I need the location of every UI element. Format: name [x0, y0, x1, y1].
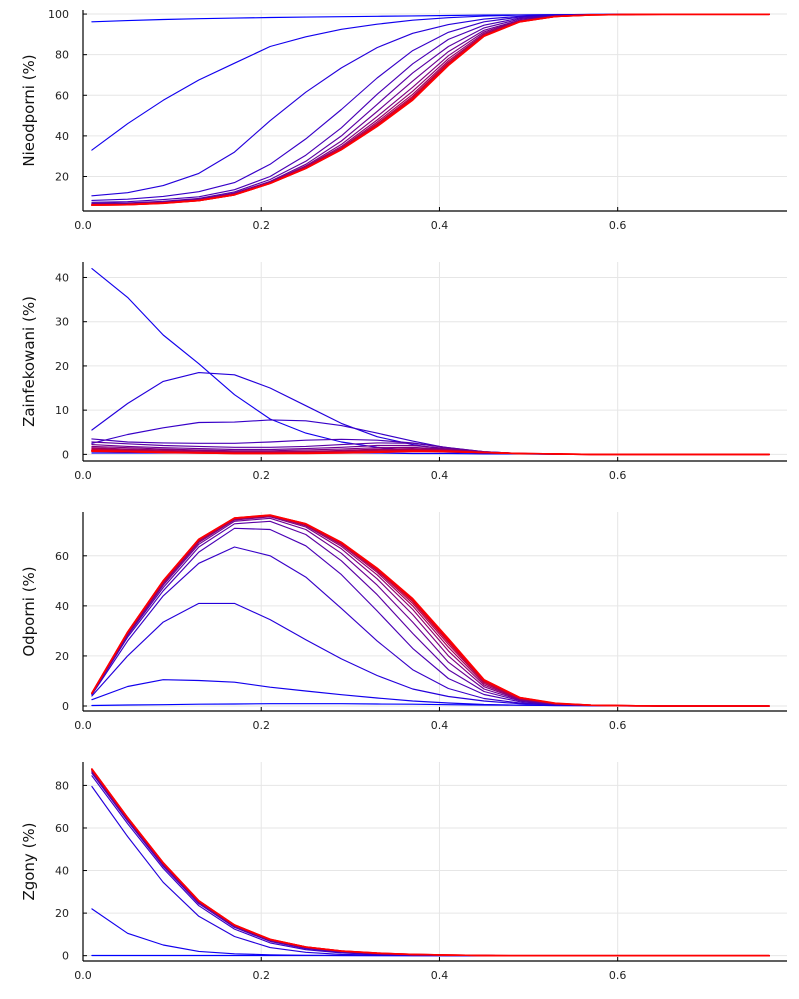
series-line	[91, 514, 771, 707]
x-tick-label: 0.0	[74, 469, 92, 482]
y-tick-label: 60	[55, 550, 69, 563]
series-line	[91, 772, 770, 957]
series-line	[91, 775, 770, 957]
x-tick-label: 0.2	[252, 969, 270, 982]
x-tick-label: 0.2	[252, 719, 270, 732]
y-tick-label: 20	[55, 907, 69, 920]
series-line	[91, 768, 771, 957]
nieodporni-panel: 0.0 0.2 0.4 0.6 20 40 60 80 100 Nieodporni (%)	[20, 8, 787, 232]
y-tick-label: 20	[55, 170, 69, 183]
x-tick-label: 0.4	[431, 469, 449, 482]
y-tick-label: 60	[55, 822, 69, 835]
y-tick-label: 0	[62, 700, 69, 713]
series-lines	[91, 514, 771, 707]
y-tick-label: 10	[55, 404, 69, 417]
x-tick-label: 0.4	[431, 969, 449, 982]
series-line	[91, 450, 771, 456]
x-tick-label: 0.0	[74, 719, 92, 732]
x-tick-label: 0.6	[609, 969, 627, 982]
series-line	[91, 13, 770, 201]
series-line	[91, 372, 770, 455]
series-lines	[91, 768, 771, 957]
series-line	[91, 908, 770, 957]
x-tick-label: 0.2	[252, 219, 270, 232]
y-tick-label: 20	[55, 650, 69, 663]
series-line	[91, 770, 770, 957]
zgony-panel: 0.0 0.2 0.4 0.6 0 20 40 60 80 Zgony (%)	[20, 762, 787, 982]
y-tick-label: 40	[55, 130, 69, 143]
series-line	[91, 514, 770, 707]
y-tick-label: 40	[55, 600, 69, 613]
y-tick-label: 0	[62, 448, 69, 461]
y-tick-label: 40	[55, 271, 69, 284]
y-tick-label: 80	[55, 779, 69, 792]
series-line	[91, 785, 770, 957]
y-tick-label: 80	[55, 49, 69, 62]
series-line	[91, 769, 770, 957]
x-tick-label: 0.0	[74, 219, 92, 232]
y-tick-label: 40	[55, 865, 69, 878]
series-line	[91, 268, 770, 455]
series-line	[91, 769, 770, 957]
y-axis-label: Zgony (%)	[20, 822, 38, 900]
series-line	[91, 13, 770, 206]
series-line	[91, 768, 771, 957]
series-line	[91, 514, 771, 707]
series-line	[91, 13, 770, 203]
series-lines	[91, 13, 771, 206]
y-axis-label: Nieodporni (%)	[20, 54, 38, 166]
x-tick-label: 0.4	[431, 219, 449, 232]
x-tick-label: 0.0	[74, 969, 92, 982]
y-tick-label: 20	[55, 360, 69, 373]
x-tick-label: 0.6	[609, 469, 627, 482]
x-tick-label: 0.2	[252, 469, 270, 482]
series-line	[91, 13, 770, 23]
series-lines	[91, 268, 771, 456]
zainfekowani-panel: 0.0 0.2 0.4 0.6 0 10 20 30 40 Zainfekowani (%)	[20, 262, 787, 482]
y-tick-label: 0	[62, 950, 69, 963]
x-tick-label: 0.6	[609, 719, 627, 732]
x-tick-label: 0.6	[609, 219, 627, 232]
y-axis-label: Zainfekowani (%)	[20, 296, 38, 427]
series-line	[91, 770, 770, 957]
series-line	[91, 514, 771, 707]
series-line	[91, 769, 770, 957]
x-tick-label: 0.4	[431, 719, 449, 732]
series-line	[91, 771, 770, 957]
y-tick-label: 100	[48, 8, 69, 21]
series-line	[91, 514, 770, 707]
series-line	[91, 13, 771, 206]
series-line	[91, 769, 770, 957]
y-tick-label: 30	[55, 316, 69, 329]
y-tick-label: 60	[55, 89, 69, 102]
y-axis-label: Odporni (%)	[20, 566, 38, 656]
odporni-panel: 0.0 0.2 0.4 0.6 0 20 40 60 Odporni (%)	[20, 512, 787, 732]
series-line	[91, 768, 771, 957]
